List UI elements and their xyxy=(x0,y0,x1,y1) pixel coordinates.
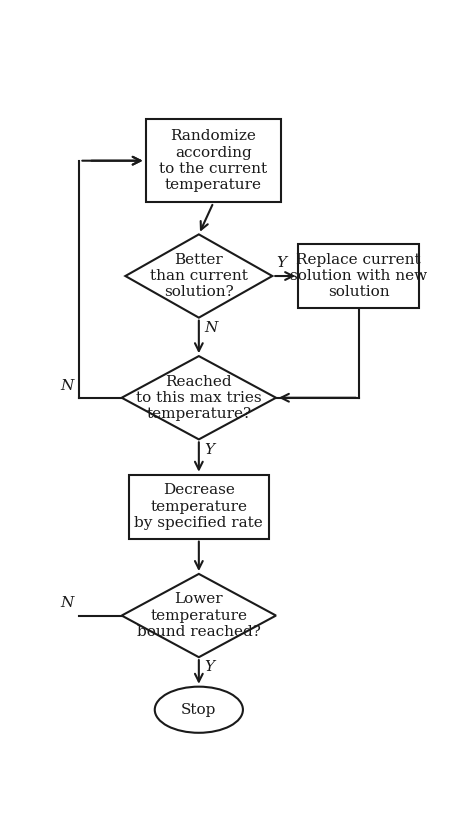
Text: Replace current
solution with new
solution: Replace current solution with new soluti… xyxy=(290,253,427,300)
FancyBboxPatch shape xyxy=(298,244,419,308)
Text: Randomize
according
to the current
temperature: Randomize according to the current tempe… xyxy=(159,130,268,192)
Polygon shape xyxy=(122,356,276,439)
Text: N: N xyxy=(204,321,218,334)
Text: Y: Y xyxy=(276,255,286,270)
Text: Y: Y xyxy=(204,443,214,457)
Text: Better
than current
solution?: Better than current solution? xyxy=(150,253,248,300)
Polygon shape xyxy=(122,574,276,657)
Text: N: N xyxy=(61,597,74,611)
Text: N: N xyxy=(61,379,74,393)
Polygon shape xyxy=(125,235,272,318)
Text: Decrease
temperature
by specified rate: Decrease temperature by specified rate xyxy=(135,483,263,530)
Text: Stop: Stop xyxy=(181,703,217,716)
Text: Lower
temperature
bound reached?: Lower temperature bound reached? xyxy=(137,592,261,639)
Text: Y: Y xyxy=(204,661,214,675)
Text: Reached
to this max tries
temperature?: Reached to this max tries temperature? xyxy=(136,374,262,421)
FancyBboxPatch shape xyxy=(146,119,282,202)
FancyBboxPatch shape xyxy=(129,474,269,538)
Ellipse shape xyxy=(155,686,243,733)
